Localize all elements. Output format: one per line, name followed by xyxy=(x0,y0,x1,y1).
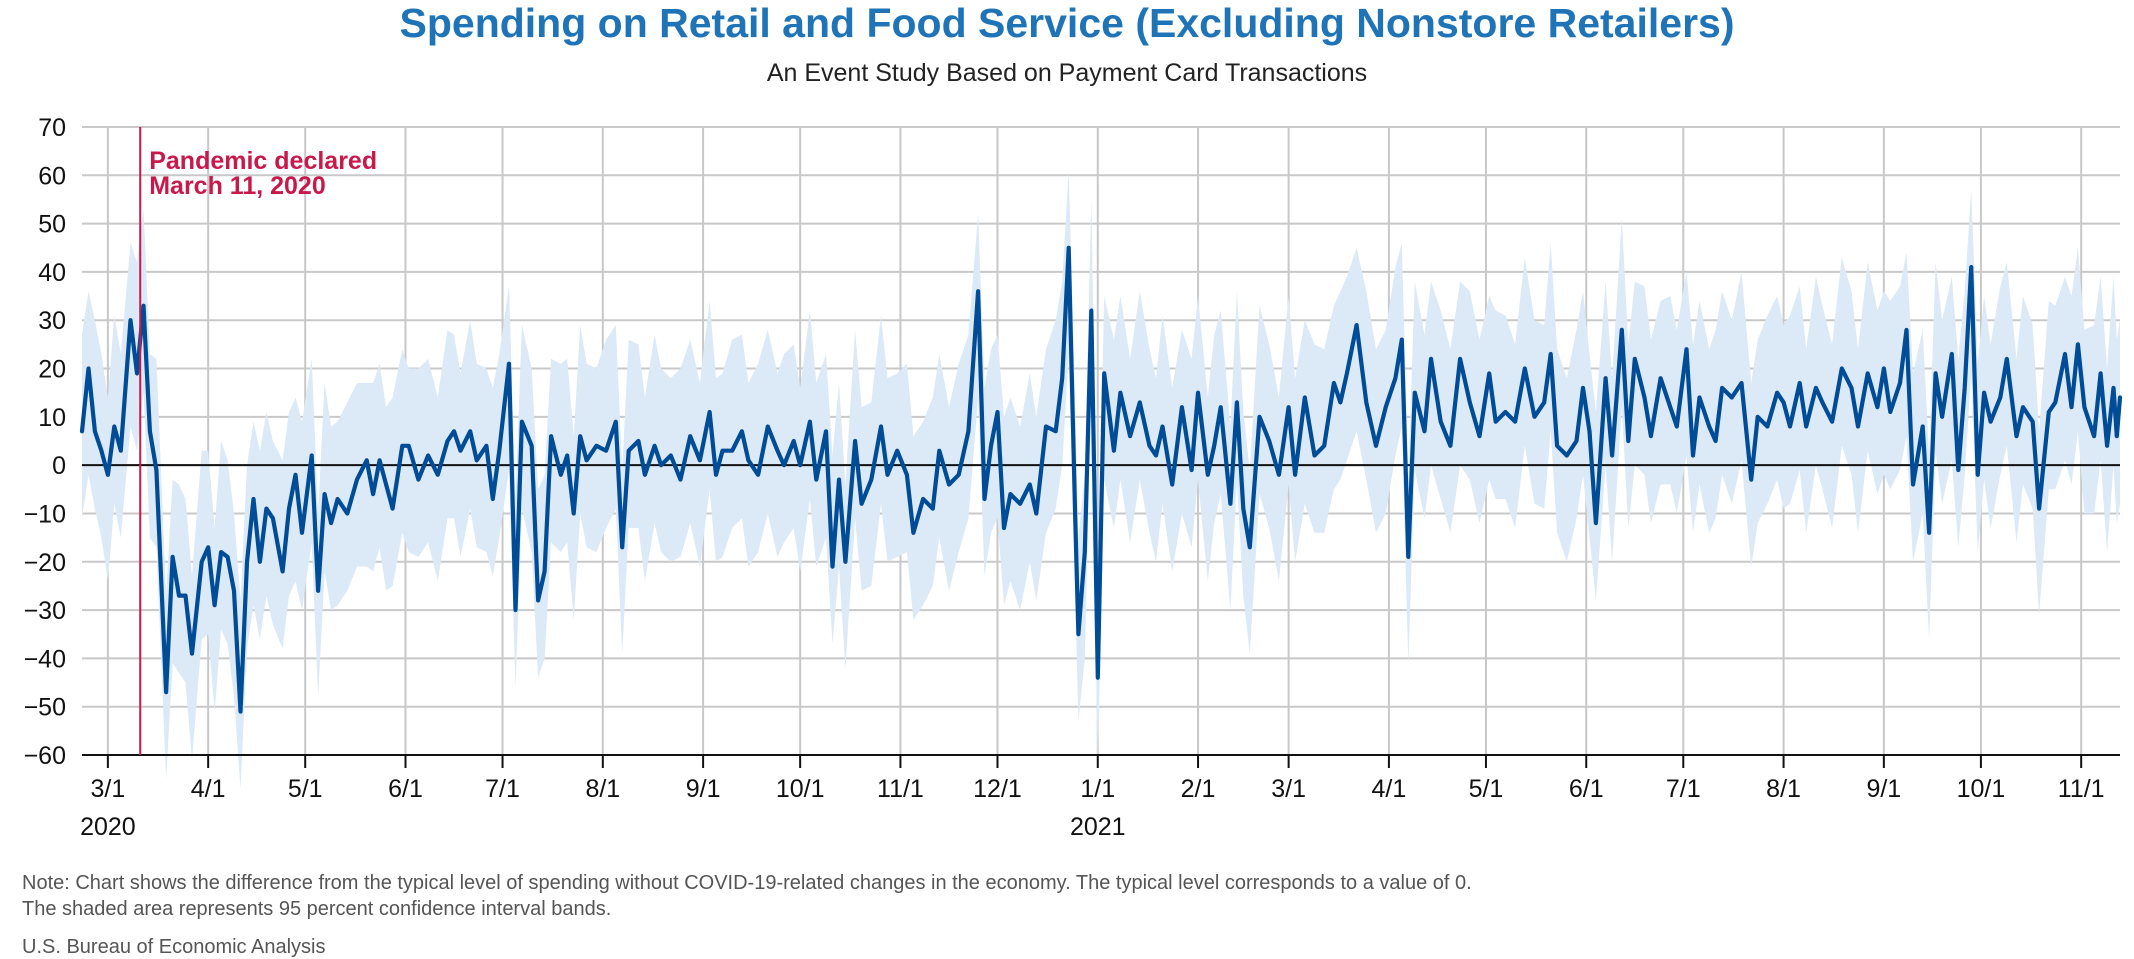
chart-title: Spending on Retail and Food Service (Exc… xyxy=(399,0,1735,46)
y-tick-label: 40 xyxy=(38,259,66,287)
chart-subtitle: An Event Study Based on Payment Card Tra… xyxy=(766,59,1368,87)
y-tick-label: −60 xyxy=(24,742,66,770)
source-credit: U.S. Bureau of Economic Analysis xyxy=(22,936,326,958)
x-tick-label: 5/1 xyxy=(1469,775,1504,803)
y-tick-label: 10 xyxy=(38,404,66,432)
x-tick-label: 7/1 xyxy=(1666,775,1701,803)
x-tick-label: 12/1 xyxy=(973,775,1022,803)
x-tick-label: 5/1 xyxy=(288,775,323,803)
year-label: 2021 xyxy=(1070,813,1126,841)
x-tick-label: 6/1 xyxy=(1569,775,1604,803)
y-tick-label: 20 xyxy=(38,356,66,384)
y-tick-label: −40 xyxy=(24,645,66,673)
x-tick-label: 1/1 xyxy=(1080,775,1115,803)
x-tick-label: 4/1 xyxy=(1372,775,1407,803)
y-tick-label: 60 xyxy=(38,162,66,190)
x-tick-label: 2/1 xyxy=(1181,775,1216,803)
x-tick-label: 4/1 xyxy=(191,775,226,803)
x-tick-label: 6/1 xyxy=(388,775,423,803)
x-tick-label: 10/1 xyxy=(776,775,825,803)
y-tick-label: −50 xyxy=(24,694,66,722)
x-tick-label: 8/1 xyxy=(1766,775,1801,803)
note-line-1: Note: Chart shows the difference from th… xyxy=(22,872,1472,894)
year-label: 2020 xyxy=(80,813,136,841)
x-tick-label: 3/1 xyxy=(1271,775,1306,803)
x-tick-label: 3/1 xyxy=(90,775,125,803)
x-tick-label: 11/1 xyxy=(2058,775,2105,803)
annotation-line-1: Pandemic declared xyxy=(149,147,377,175)
y-tick-label: −30 xyxy=(24,597,66,625)
x-tick-label: 9/1 xyxy=(686,775,721,803)
chart-note: Note: Chart shows the difference from th… xyxy=(22,870,1472,922)
y-tick-label: 0 xyxy=(52,452,66,480)
y-tick-label: −10 xyxy=(24,500,66,528)
y-tick-label: 50 xyxy=(38,211,66,239)
x-tick-label: 7/1 xyxy=(485,775,520,803)
y-tick-label: 70 xyxy=(38,114,66,142)
series-line xyxy=(79,245,2123,714)
x-tick-label: 8/1 xyxy=(585,775,620,803)
series-layer xyxy=(79,245,2123,714)
annotation-line-2: March 11, 2020 xyxy=(149,172,326,200)
x-tick-label: 11/1 xyxy=(877,775,924,803)
x-tick-label: 10/1 xyxy=(1957,775,2006,803)
x-tick-label: 9/1 xyxy=(1866,775,1901,803)
y-tick-label: −20 xyxy=(24,549,66,577)
note-line-2: The shaded area represents 95 percent co… xyxy=(22,898,612,920)
axes: 70 60 50 40 30 20 10 0 −10 −20 −30 −40 −50 −60 3/1 4/1 5… xyxy=(24,114,2120,841)
y-tick-label: 30 xyxy=(38,307,66,335)
